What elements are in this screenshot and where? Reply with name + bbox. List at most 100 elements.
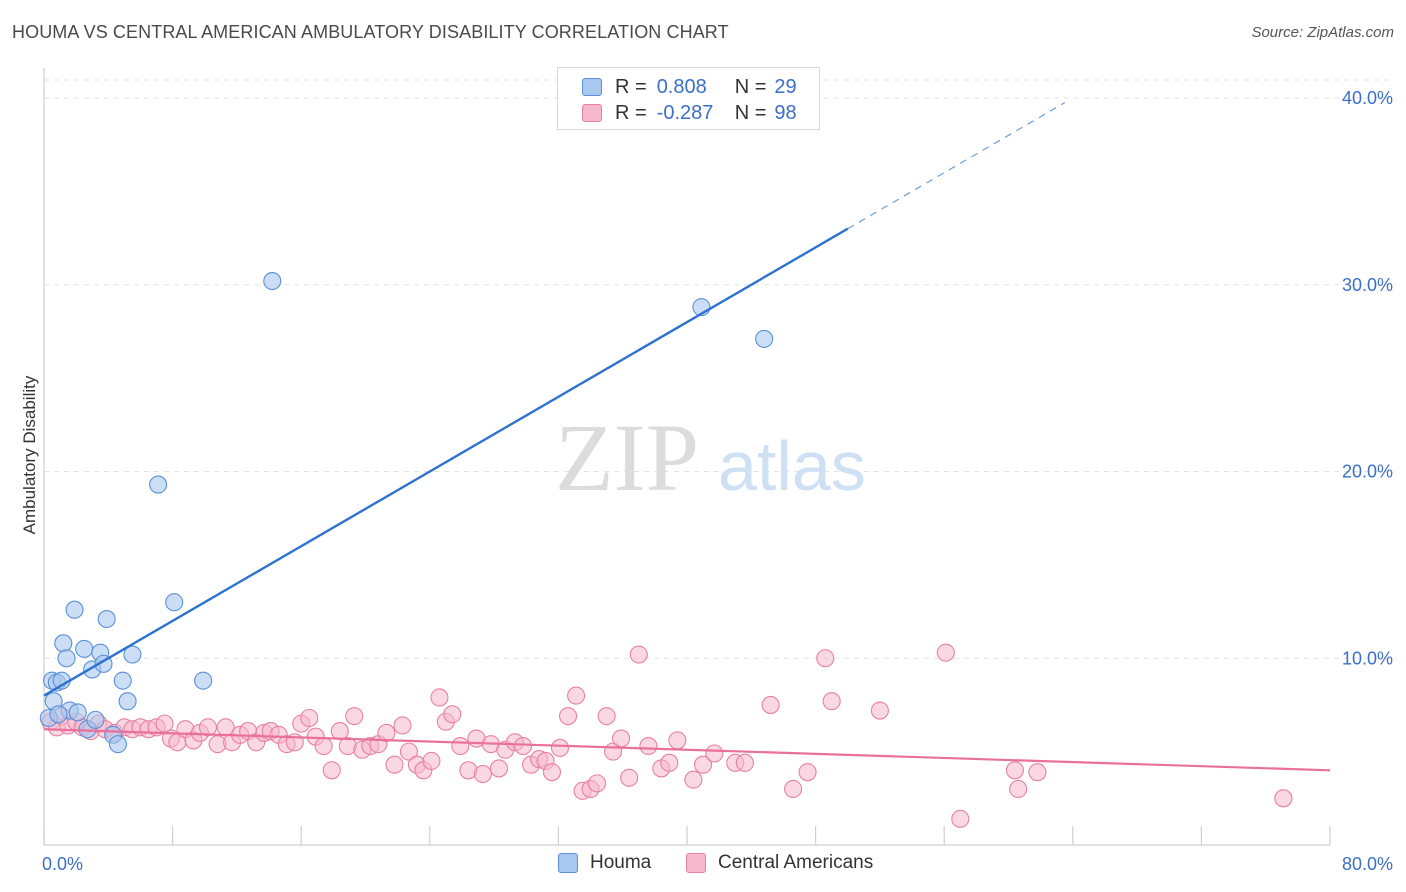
data-point-central-americans bbox=[597, 707, 616, 726]
data-point-central-americans bbox=[542, 763, 562, 782]
data-point-central-americans bbox=[668, 731, 687, 750]
data-point-central-americans bbox=[660, 753, 679, 772]
data-point-central-americans bbox=[422, 751, 441, 771]
data-point-central-americans bbox=[550, 738, 570, 757]
data-point-central-americans bbox=[489, 759, 508, 778]
r-label: R = bbox=[615, 101, 647, 124]
data-point-houma bbox=[68, 703, 87, 722]
trend-line-houma bbox=[43, 227, 849, 697]
data-point-central-americans bbox=[567, 686, 586, 705]
data-point-houma bbox=[755, 329, 774, 348]
data-point-central-americans bbox=[870, 701, 889, 720]
data-point-houma bbox=[54, 634, 73, 653]
data-point-central-americans bbox=[314, 736, 333, 756]
data-point-central-americans bbox=[443, 705, 462, 724]
data-point-central-americans bbox=[322, 761, 341, 780]
central-americans-swatch bbox=[582, 104, 602, 122]
series-legend: Houma Central Americans bbox=[0, 852, 1406, 878]
legend-label-houma: Houma bbox=[590, 852, 652, 873]
legend-item-central-americans[interactable]: Central Americans bbox=[686, 852, 873, 874]
data-point-houma bbox=[57, 649, 76, 668]
data-point-central-americans bbox=[430, 688, 449, 707]
data-point-central-americans bbox=[1028, 763, 1047, 782]
data-point-houma bbox=[263, 271, 282, 291]
data-point-central-americans bbox=[473, 764, 492, 784]
data-point-central-americans bbox=[300, 708, 319, 728]
n-label: N = bbox=[734, 75, 767, 98]
data-point-central-americans bbox=[822, 692, 841, 711]
data-point-houma bbox=[123, 645, 142, 664]
trend-layer bbox=[43, 102, 1331, 772]
data-point-central-americans bbox=[761, 695, 780, 714]
data-point-central-americans bbox=[735, 753, 754, 772]
central-americans-swatch bbox=[686, 853, 706, 873]
y-tick-label: 10.0% bbox=[1342, 648, 1393, 668]
watermark-zip: ZIP bbox=[555, 404, 699, 511]
grid-layer bbox=[44, 79, 1395, 659]
data-point-central-americans bbox=[798, 763, 817, 782]
data-point-central-americans bbox=[784, 779, 803, 799]
data-point-houma bbox=[108, 735, 127, 754]
data-point-central-americans bbox=[816, 649, 835, 668]
data-point-central-americans bbox=[330, 722, 349, 741]
chart-title: HOUMA VS CENTRAL AMERICAN AMBULATORY DIS… bbox=[12, 22, 729, 42]
data-point-houma bbox=[149, 475, 168, 494]
data-point-houma bbox=[165, 593, 184, 612]
tick-label-layer: 10.0% 20.0% 30.0% 40.0% 0.0% 80.0% bbox=[42, 88, 1393, 874]
legend-item-houma[interactable]: Houma bbox=[558, 852, 651, 874]
data-point-central-americans bbox=[345, 707, 364, 726]
data-point-central-americans bbox=[951, 809, 970, 828]
y-tick-label: 20.0% bbox=[1342, 462, 1393, 482]
data-point-central-americans bbox=[513, 736, 533, 756]
n-label: N = bbox=[734, 101, 767, 124]
source-label: Source: ZipAtlas.com bbox=[1251, 24, 1394, 41]
data-point-houma bbox=[97, 609, 116, 629]
data-point-houma bbox=[65, 600, 84, 619]
data-point-central-americans bbox=[612, 729, 631, 748]
legend-label-central-americans: Central Americans bbox=[718, 852, 874, 873]
houma-swatch bbox=[582, 78, 602, 96]
n-value: 98 bbox=[774, 101, 797, 124]
data-point-central-americans bbox=[377, 723, 396, 743]
data-point-central-americans bbox=[198, 718, 218, 737]
x-tick-label: 80.0% bbox=[1342, 854, 1393, 874]
series-houma-points bbox=[39, 271, 774, 754]
y-tick-label: 40.0% bbox=[1342, 88, 1393, 108]
data-point-central-americans bbox=[587, 774, 607, 793]
data-point-houma bbox=[75, 639, 94, 658]
r-value: 0.808 bbox=[656, 75, 707, 98]
data-point-houma bbox=[113, 671, 132, 690]
n-value: 29 bbox=[774, 75, 797, 98]
data-point-central-americans bbox=[620, 768, 639, 787]
data-point-central-americans bbox=[639, 736, 658, 756]
r-value: -0.287 bbox=[656, 101, 714, 124]
data-point-central-americans bbox=[1274, 789, 1293, 808]
houma-swatch bbox=[558, 853, 578, 873]
data-point-central-americans bbox=[399, 742, 418, 761]
watermark-atlas: atlas bbox=[718, 427, 866, 505]
correlation-legend: R = 0.808 N = 29 R = -0.287 N = 98 bbox=[557, 67, 820, 130]
r-label: R = bbox=[615, 75, 647, 98]
data-point-central-americans bbox=[629, 645, 648, 664]
y-tick-label: 30.0% bbox=[1342, 275, 1393, 295]
data-point-central-americans bbox=[385, 755, 404, 774]
trend-line-central-americans bbox=[43, 728, 1331, 772]
data-point-houma bbox=[49, 705, 68, 724]
data-point-houma bbox=[86, 710, 105, 729]
watermark: ZIP atlas bbox=[555, 404, 866, 511]
data-point-central-americans bbox=[684, 770, 703, 789]
data-point-central-americans bbox=[694, 755, 713, 774]
legend-row-houma: R = 0.808 N = 29 bbox=[582, 75, 797, 99]
data-point-central-americans bbox=[393, 716, 412, 735]
data-point-houma bbox=[118, 692, 137, 711]
data-point-central-americans bbox=[705, 744, 724, 763]
x-tick-label: 0.0% bbox=[42, 854, 83, 874]
data-point-central-americans bbox=[1005, 761, 1024, 780]
data-point-central-americans bbox=[1009, 779, 1028, 799]
data-point-central-americans bbox=[451, 736, 470, 756]
data-point-central-americans bbox=[936, 643, 955, 662]
legend-row-central-americans: R = -0.287 N = 98 bbox=[582, 101, 797, 125]
data-point-houma bbox=[194, 671, 213, 690]
trend-line-houma-extension bbox=[847, 102, 1066, 230]
